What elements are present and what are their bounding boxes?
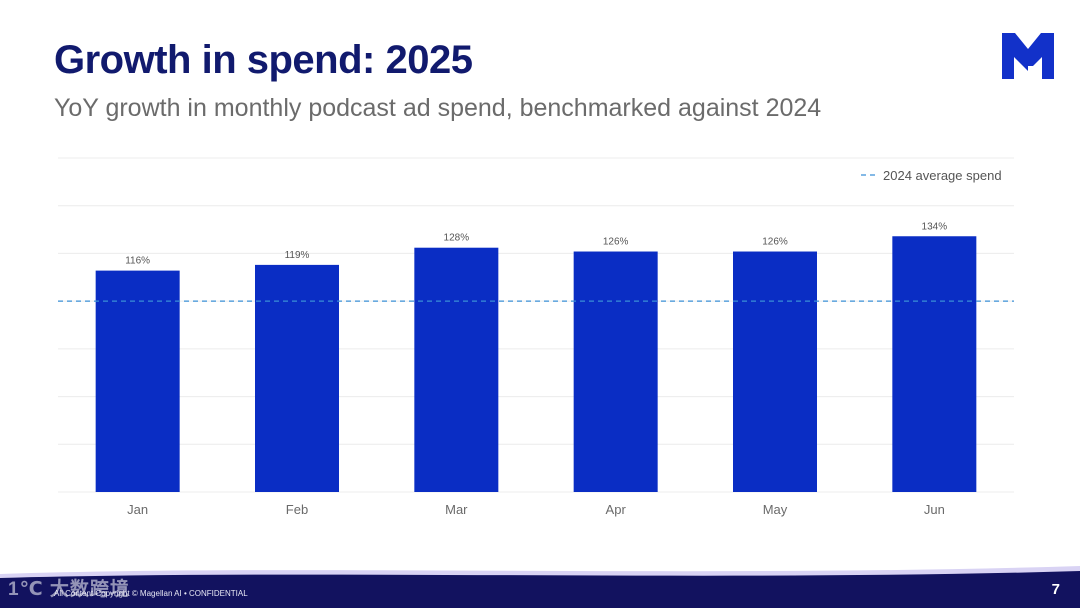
bar-may [733,251,817,492]
x-tick-label: May [763,502,788,517]
x-tick-label: Mar [445,502,468,517]
bar-jan [95,270,180,492]
watermark-logo: 1℃ 大数跨境 [8,579,130,600]
footer-copyright: All Content Copyright © Magellan AI • CO… [54,589,248,598]
magellan-logo-icon [1002,33,1054,79]
chart-labels: 116% Jan 119% Feb 128% Mar 126% Apr 126% May 134% J… [125,221,947,517]
data-label: 119% [285,250,310,261]
chart-bars [95,236,977,492]
chart-legend: 2024 average spend [861,168,1002,183]
bar-mar [414,247,499,492]
data-label: 116% [125,256,150,267]
bar-apr [573,251,658,492]
bar-jun [892,236,977,492]
page-subtitle: YoY growth in monthly podcast ad spend, … [54,94,822,122]
footer-band [0,566,1080,608]
x-tick-label: Jun [924,502,945,517]
legend-label: 2024 average spend [883,168,1002,183]
chart-gridlines [58,157,1014,493]
data-label: 134% [922,221,948,232]
x-tick-label: Feb [286,502,308,517]
x-tick-label: Jan [127,502,148,517]
data-label: 126% [762,237,788,248]
bar-feb [255,264,339,492]
page-number: 7 [1051,581,1060,598]
x-tick-label: Apr [606,502,627,517]
data-label: 126% [603,237,629,248]
data-label: 128% [444,233,470,244]
page-title: Growth in spend: 2025 [54,38,473,82]
